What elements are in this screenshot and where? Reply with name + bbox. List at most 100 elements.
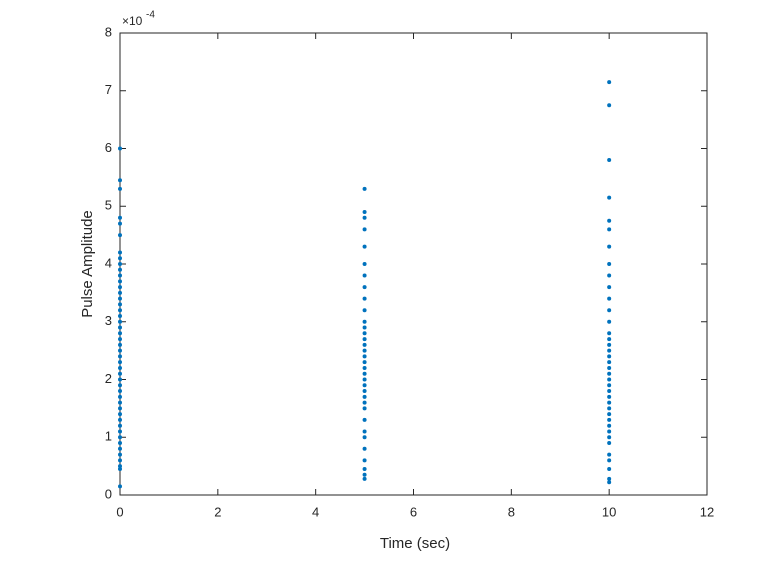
x-tick-label: 2 <box>214 504 221 519</box>
point <box>118 429 122 434</box>
y-tick-label: 5 <box>105 198 112 213</box>
point <box>607 371 612 376</box>
x-tick-label: 4 <box>312 504 319 519</box>
point <box>362 467 367 472</box>
point <box>362 400 367 405</box>
point <box>118 467 122 472</box>
y-tick-label: 8 <box>105 24 112 39</box>
point <box>118 302 122 307</box>
point <box>118 296 122 301</box>
point <box>118 400 122 405</box>
point <box>607 348 612 353</box>
point <box>362 244 367 249</box>
point <box>607 458 612 463</box>
point <box>607 423 612 428</box>
point <box>362 262 367 266</box>
point <box>362 337 367 342</box>
point <box>118 267 122 272</box>
point <box>607 158 612 163</box>
point <box>362 285 367 290</box>
point <box>362 227 367 232</box>
y-scale-base: ×10 <box>122 14 143 28</box>
point <box>362 325 367 330</box>
point <box>118 365 122 370</box>
point <box>607 244 612 249</box>
point <box>118 435 122 440</box>
point <box>118 186 122 191</box>
y-tick-label: 6 <box>105 140 112 155</box>
point <box>607 383 612 388</box>
x-tick-label: 8 <box>508 504 515 519</box>
y-tick-label: 2 <box>105 371 112 386</box>
point <box>607 227 612 232</box>
point <box>607 342 612 347</box>
y-tick-label: 3 <box>105 313 112 328</box>
point <box>607 406 612 411</box>
x-axis-label: Time (sec) <box>380 535 450 552</box>
point <box>118 308 122 313</box>
point <box>118 464 122 469</box>
point <box>607 389 612 394</box>
y-tick-label: 7 <box>105 82 112 97</box>
point <box>118 383 122 388</box>
point <box>607 435 612 440</box>
point <box>118 484 122 489</box>
point <box>607 417 612 422</box>
point <box>607 337 612 342</box>
point <box>118 319 122 324</box>
point <box>118 389 122 394</box>
point <box>118 146 122 151</box>
point <box>118 337 122 342</box>
point <box>362 365 367 370</box>
y-tick-label: 1 <box>105 429 112 444</box>
x-tick-label: 10 <box>602 504 616 519</box>
point <box>118 458 122 463</box>
point <box>607 319 612 324</box>
point <box>607 262 612 266</box>
point <box>118 221 122 226</box>
point <box>118 406 122 411</box>
point <box>118 423 122 428</box>
point <box>118 262 122 266</box>
point <box>362 429 367 434</box>
y-tick-label: 0 <box>105 486 112 501</box>
point <box>118 354 122 359</box>
point <box>362 377 367 382</box>
point <box>362 472 367 477</box>
point <box>118 412 122 417</box>
y-tick-label: 4 <box>105 255 112 270</box>
point <box>362 215 367 220</box>
point <box>607 441 612 446</box>
point <box>362 186 367 191</box>
point <box>607 365 612 370</box>
point <box>362 394 367 399</box>
point <box>362 319 367 324</box>
point <box>118 233 122 238</box>
point <box>607 296 612 301</box>
point <box>118 279 122 284</box>
point <box>362 417 367 422</box>
point <box>607 377 612 382</box>
point <box>362 210 367 215</box>
point <box>362 342 367 347</box>
point <box>607 285 612 290</box>
point <box>362 296 367 301</box>
point <box>607 480 612 485</box>
point <box>362 371 367 376</box>
point <box>607 476 612 481</box>
point <box>607 103 612 108</box>
point <box>362 406 367 411</box>
point <box>607 412 612 417</box>
point <box>118 256 122 261</box>
point <box>362 389 367 394</box>
point <box>607 195 612 200</box>
point <box>362 273 367 278</box>
point <box>607 452 612 457</box>
point <box>607 400 612 405</box>
point <box>118 417 122 422</box>
point <box>118 377 122 382</box>
point <box>118 250 122 255</box>
point <box>607 360 612 365</box>
x-tick-label: 12 <box>700 504 714 519</box>
